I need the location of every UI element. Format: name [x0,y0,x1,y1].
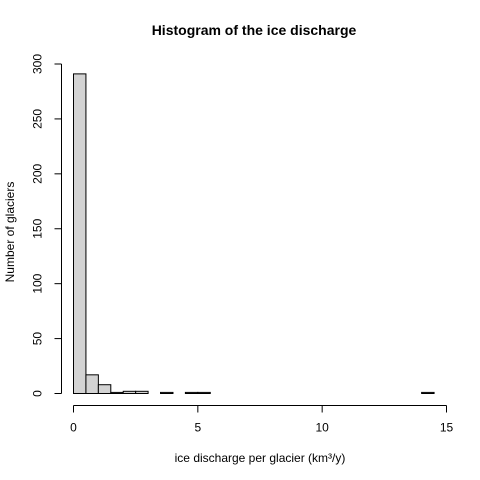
histogram-bar [97,384,112,395]
y-tick-label: 0 [31,390,45,397]
x-axis: 0 5 10 15 [70,405,454,435]
y-tick-label: 100 [31,273,45,293]
y-tick-label: 50 [31,332,45,346]
histogram-bar [421,391,435,395]
histogram-bar [160,391,174,395]
x-tick-label: 10 [315,421,329,435]
histogram-bar [73,73,87,394]
x-tick-label: 15 [440,421,454,435]
y-tick-label: 250 [31,109,45,129]
histogram-bar [197,391,211,395]
histogram-bars [73,73,435,395]
y-tick-label: 300 [31,54,45,74]
chart-title: Histogram of the ice discharge [152,22,357,38]
y-axis: 0 50 100 150 200 250 300 [31,54,62,397]
histogram-bar [85,374,99,395]
y-axis-label: Number of glaciers [3,182,17,283]
histogram-bar [184,391,199,395]
x-tick-label: 5 [194,421,201,435]
x-axis-label: ice discharge per glacier (km³/y) [175,451,346,465]
histogram-bar [122,390,137,395]
y-tick-label: 200 [31,164,45,184]
histogram-bar [135,390,149,395]
histogram-bar [110,391,124,395]
y-tick-label: 150 [31,218,45,238]
x-tick-label: 0 [70,421,77,435]
